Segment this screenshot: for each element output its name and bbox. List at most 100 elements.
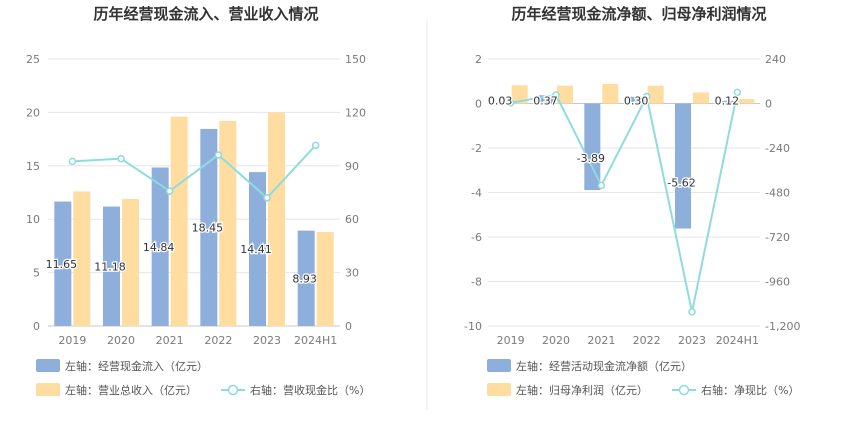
legend-label: 左轴：归母净利润（亿元） (516, 383, 648, 397)
y-right-tick-label: -1,200 (765, 320, 800, 333)
bar-secondary (693, 92, 709, 104)
bar-secondary (602, 83, 619, 104)
y-left-tick-label: 0 (475, 98, 482, 111)
data-label: -5.62 (667, 176, 695, 189)
y-right-tick-label: -720 (765, 231, 790, 244)
x-tick-label: 2022 (633, 334, 661, 347)
bar-secondary (268, 112, 285, 327)
line-point (311, 141, 320, 150)
y-right-tick-label: 30 (345, 267, 359, 280)
y-left-tick-label: -6 (471, 231, 482, 244)
legend-swatch (36, 359, 60, 372)
x-tick-label: 2021 (587, 334, 615, 347)
y-right-tick-label: -240 (765, 142, 790, 155)
line-point (68, 157, 77, 166)
legend-label: 左轴：营业总收入（亿元） (65, 383, 197, 397)
line-point (597, 181, 606, 190)
y-right-tick-label: 90 (345, 160, 359, 173)
bar-primary (629, 96, 646, 104)
y-right-tick-label: -960 (765, 276, 790, 289)
y-left-tick-label: 25 (26, 53, 40, 66)
x-tick-label: 2022 (204, 334, 232, 347)
data-label: 0.03 (488, 95, 513, 108)
bar-secondary (647, 85, 664, 104)
legend-label: 左轴：经营现金流入（亿元） (65, 359, 208, 373)
legend-label: 右轴：营收现金比（%） (250, 383, 370, 397)
line-point (506, 99, 515, 107)
y-left-tick-label: 0 (33, 320, 40, 333)
y-left-tick-label: -8 (471, 276, 482, 289)
bar-primary (539, 95, 555, 104)
y-right-tick-label: 60 (345, 213, 359, 226)
chart-title: 历年经营现金流入、营业收入情况 (93, 5, 318, 23)
y-left-tick-label: 20 (26, 106, 40, 119)
line-point (117, 154, 125, 163)
x-tick-label: 2020 (107, 334, 135, 347)
x-tick-label: 2019 (497, 334, 525, 347)
bar-primary (493, 102, 510, 104)
legend-marker (227, 384, 239, 396)
bar-primary (249, 172, 266, 326)
x-tick-label: 2023 (253, 334, 281, 347)
y-left-tick-label: -4 (471, 187, 482, 200)
cash-inflow-revenue-chart: 历年经营现金流入、营业收入情况 0 0 5 30 10 60 15 90 20 120 25 150 20… (26, 5, 370, 397)
line-point (642, 92, 651, 101)
data-label: 11.65 (46, 258, 78, 271)
data-label: 14.41 (240, 243, 272, 256)
line-point (214, 151, 223, 159)
y-left-tick-label: -10 (464, 320, 482, 333)
chart-title: 历年经营现金流净额、归母净利润情况 (511, 5, 766, 23)
data-label: 18.45 (192, 221, 224, 234)
y-right-tick-label: 240 (765, 53, 786, 66)
line-point (688, 308, 696, 316)
net-cash-flow-profit-chart: 历年经营现金流净额、归母净利润情况 -10 -1,200 -8 -960 -6 -720 -4… (464, 5, 800, 397)
data-label: 11.18 (94, 260, 126, 273)
y-right-tick-label: 0 (345, 320, 352, 333)
data-label: 14.84 (143, 241, 175, 254)
legend-swatch (487, 383, 511, 396)
x-tick-label: 2023 (678, 334, 706, 347)
legend-marker (678, 384, 690, 396)
line-series (72, 144, 317, 200)
x-tick-label: 2020 (542, 334, 570, 347)
y-left-tick-label: 5 (33, 267, 40, 280)
y-left-tick-label: 2 (475, 53, 482, 66)
x-tick-label: 2021 (156, 334, 184, 347)
legend-swatch (487, 359, 511, 372)
data-label: 8.93 (292, 272, 317, 285)
data-label: -3.89 (577, 152, 605, 165)
bar-primary (151, 167, 169, 326)
bar-primary (720, 100, 737, 104)
legend-swatch (36, 383, 60, 396)
x-tick-label: 2024H1 (716, 334, 759, 347)
bar-primary (297, 230, 315, 326)
y-left-tick-label: 10 (26, 213, 40, 226)
bar-primary (54, 201, 72, 326)
y-left-tick-label: -2 (471, 142, 482, 155)
line-series (510, 92, 739, 313)
bar-secondary (219, 120, 237, 326)
line-point (552, 91, 560, 99)
y-left-tick-label: 15 (26, 160, 40, 173)
line-point (733, 88, 742, 97)
y-right-tick-label: -480 (765, 187, 790, 200)
legend-label: 左轴：经营活动现金流净额（亿元） (516, 359, 692, 373)
data-label: 0.30 (624, 95, 649, 108)
bar-secondary (316, 232, 334, 326)
x-tick-label: 2019 (58, 334, 86, 347)
bar-primary (103, 206, 120, 326)
legend-label: 右轴：净现比（%） (701, 383, 799, 397)
y-right-tick-label: 150 (345, 53, 366, 66)
data-label: 0.12 (715, 95, 740, 108)
bar-secondary (73, 191, 91, 326)
bar-secondary (738, 99, 755, 104)
line-point (263, 194, 271, 202)
bar-primary (675, 103, 691, 229)
y-right-tick-label: 0 (765, 98, 772, 111)
line-point (165, 187, 174, 195)
bar-secondary (557, 85, 573, 104)
bar-primary (584, 103, 601, 191)
x-tick-label: 2024H1 (294, 334, 337, 347)
bar-primary (200, 128, 218, 326)
